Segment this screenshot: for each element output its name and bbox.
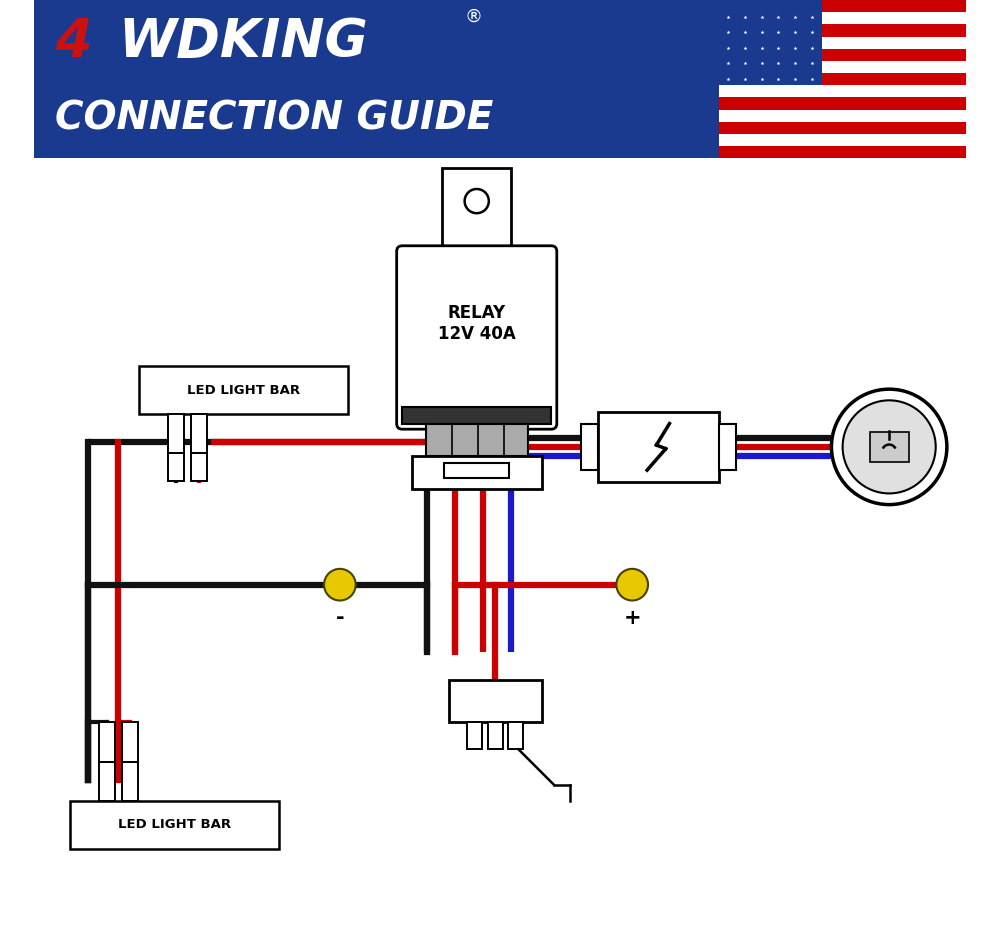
Text: LED LIGHT BAR: LED LIGHT BAR (187, 384, 300, 397)
Bar (442, 168, 511, 251)
Bar (719, 0, 822, 86)
Bar (34, 0, 966, 158)
Bar (719, 86, 966, 98)
Bar (70, 801, 279, 849)
Circle shape (616, 569, 648, 600)
Text: CONNECTION GUIDE: CONNECTION GUIDE (55, 100, 493, 137)
Bar (444, 463, 509, 478)
Circle shape (465, 189, 489, 213)
Text: +: + (623, 608, 641, 628)
Circle shape (843, 400, 936, 493)
Bar (139, 366, 348, 414)
Circle shape (324, 569, 356, 600)
Bar (598, 412, 719, 482)
Bar (719, 36, 966, 48)
Bar (467, 722, 482, 749)
Bar (719, 61, 966, 73)
Text: RELAY
12V 40A: RELAY 12V 40A (438, 304, 516, 343)
FancyBboxPatch shape (397, 246, 557, 429)
Circle shape (831, 389, 947, 505)
Bar (719, 98, 966, 110)
Bar (488, 722, 503, 749)
Bar (719, 424, 736, 470)
Bar (122, 722, 138, 762)
Bar (168, 453, 184, 481)
Text: WDKING: WDKING (118, 16, 368, 68)
Bar (168, 414, 184, 453)
Bar (719, 12, 966, 24)
Bar (508, 722, 523, 749)
Bar (719, 73, 966, 86)
Bar (122, 762, 138, 801)
Text: 4: 4 (55, 16, 92, 68)
Bar (870, 432, 909, 462)
Bar (99, 762, 115, 801)
Bar (449, 680, 542, 722)
Bar (191, 414, 207, 453)
Bar (426, 424, 528, 456)
Bar (719, 24, 966, 36)
Bar (34, 158, 966, 931)
Bar (719, 146, 966, 158)
Bar (402, 407, 551, 424)
Bar (99, 722, 115, 762)
Text: LED LIGHT BAR: LED LIGHT BAR (118, 818, 231, 831)
Bar (719, 0, 966, 12)
Bar (412, 456, 542, 489)
Bar (719, 122, 966, 134)
Text: ®: ® (465, 7, 483, 26)
Bar (191, 453, 207, 481)
Bar (719, 134, 966, 146)
Text: -: - (336, 608, 344, 628)
Bar (719, 110, 966, 122)
Bar (719, 48, 966, 61)
Bar (581, 424, 598, 470)
